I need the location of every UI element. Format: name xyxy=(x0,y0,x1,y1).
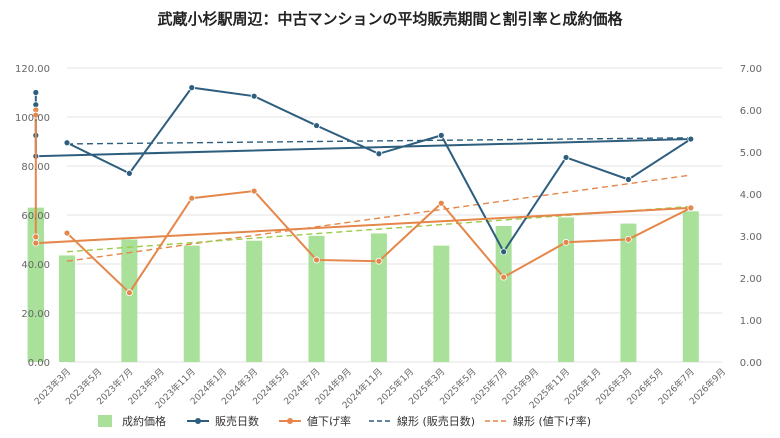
bar xyxy=(308,235,325,362)
y-right-tick-label: 1.00 xyxy=(740,316,762,327)
data-point xyxy=(32,233,40,241)
legend-label: 線形 (値下げ率) xyxy=(513,414,591,428)
bar xyxy=(121,239,138,362)
data-point xyxy=(125,169,133,177)
data-point xyxy=(437,131,445,139)
y-left-tick-label: 60.00 xyxy=(21,211,50,222)
data-point xyxy=(250,92,258,100)
data-point xyxy=(687,204,695,212)
bar xyxy=(682,211,699,362)
bar xyxy=(246,240,263,362)
data-point xyxy=(63,139,71,147)
data-point xyxy=(562,154,570,161)
data-point xyxy=(625,176,632,183)
data-point xyxy=(313,256,320,264)
legend-label: 値下げ率 xyxy=(307,414,351,428)
data-point xyxy=(188,194,196,202)
y-left-tick-label: 0.00 xyxy=(28,358,50,369)
data-point xyxy=(250,187,258,195)
y-right-tick-label: 0.00 xyxy=(740,358,762,369)
legend-label: 線形 (販売日数) xyxy=(397,414,475,428)
y-left-tick-label: 120.00 xyxy=(15,64,50,75)
data-point xyxy=(125,289,133,297)
bar xyxy=(620,223,637,362)
gridlines xyxy=(67,67,722,363)
bar xyxy=(433,245,450,362)
data-point xyxy=(437,199,445,207)
legend: 成約価格 販売日数 値下げ率 線形 (販売日数) 線形 (値下げ率) xyxy=(98,414,591,428)
y-left-tick-label: 100.00 xyxy=(15,113,50,124)
y-right-tick-label: 3.00 xyxy=(740,232,762,243)
y-right-tick-label: 5.00 xyxy=(740,148,762,159)
series-line xyxy=(34,86,695,254)
y-right-tick-label: 2.00 xyxy=(740,274,762,285)
y-right-tick-label: 4.00 xyxy=(740,190,762,201)
y-right-tick-label: 7.00 xyxy=(740,64,762,75)
bar xyxy=(27,212,44,362)
data-point xyxy=(188,84,196,91)
trend-line xyxy=(66,174,691,262)
y-left-tick-label: 80.00 xyxy=(21,162,50,173)
data-point xyxy=(63,229,71,237)
legend-label: 成約価格 xyxy=(122,414,166,428)
data-point xyxy=(313,122,320,129)
bar xyxy=(495,226,512,362)
line-series xyxy=(32,84,695,297)
bar xyxy=(183,245,200,362)
legend-label: 販売日数 xyxy=(215,415,259,428)
data-point xyxy=(625,235,632,243)
legend-swatch xyxy=(98,415,112,427)
bar xyxy=(558,217,575,362)
data-point xyxy=(32,111,40,119)
legend-marker xyxy=(195,418,201,424)
trend-line xyxy=(66,137,691,145)
data-point xyxy=(687,135,695,143)
bar xyxy=(59,255,75,362)
data-point xyxy=(500,248,508,256)
bar xyxy=(370,233,387,362)
y-left-tick-label: 40.00 xyxy=(21,260,50,271)
chart-title: 武蔵小杉駅周辺：中古マンションの平均販売期間と割引率と成約価格 xyxy=(157,10,623,28)
y-right-tick-label: 6.00 xyxy=(740,106,762,117)
data-point xyxy=(375,257,383,265)
data-point xyxy=(375,150,383,158)
data-point xyxy=(32,239,40,247)
y-left-tick-label: 20.00 xyxy=(21,309,50,320)
data-point xyxy=(32,89,40,96)
data-point xyxy=(562,238,570,246)
legend-marker xyxy=(287,418,293,424)
bar-series xyxy=(27,207,699,362)
data-point xyxy=(500,273,508,281)
